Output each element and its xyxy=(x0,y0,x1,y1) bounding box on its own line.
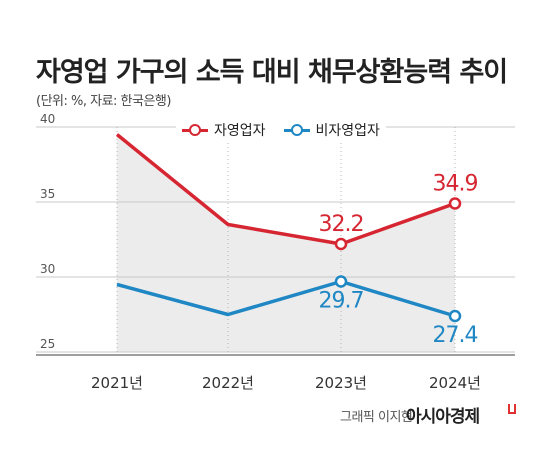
brand-mark-icon xyxy=(508,404,516,414)
y-tick-label: 35 xyxy=(40,187,55,201)
data-label-non-self-employed: 27.4 xyxy=(433,323,478,348)
data-label-non-self-employed: 29.7 xyxy=(319,289,364,314)
graphic-credit: 그래픽 이지현 xyxy=(340,410,413,425)
chart-title: 자영업 가구의 소득 대비 채무상환능력 추이 xyxy=(36,57,508,88)
chart-subtitle: (단위: %, 자료: 한국은행) xyxy=(36,94,171,109)
x-tick-label: 2022년 xyxy=(202,374,254,392)
data-point-self-employed xyxy=(448,197,462,210)
y-tick-label: 25 xyxy=(40,337,55,351)
series-line-self-employed xyxy=(115,133,456,246)
legend-item-non-self-employed: 비자영업자 xyxy=(283,120,380,140)
y-tick-label: 30 xyxy=(40,262,55,276)
data-point-non-self-employed xyxy=(448,309,462,323)
legend: 자영업자 비자영업자 xyxy=(176,118,386,142)
y-tick-label: 40 xyxy=(40,112,55,126)
shaded-area xyxy=(117,134,455,352)
x-tick-label: 2021년 xyxy=(91,374,143,392)
data-point-self-employed xyxy=(334,237,348,251)
legend-label-self-employed: 자영업자 xyxy=(214,123,266,139)
series-line-non-self-employed xyxy=(116,279,456,318)
legend-item-self-employed: 자영업자 xyxy=(182,120,266,140)
x-tick-label: 2024년 xyxy=(429,374,481,392)
data-point-non-self-employed xyxy=(334,275,348,288)
data-label-self-employed: 32.2 xyxy=(319,212,364,237)
legend-swatch-non-self-employed xyxy=(283,124,310,136)
legend-swatch-self-employed xyxy=(182,124,208,136)
brand-logo: 아시아경제 xyxy=(406,407,480,427)
x-tick-label: 2023년 xyxy=(315,374,367,392)
data-label-self-employed: 34.9 xyxy=(433,172,478,197)
legend-label-non-self-employed: 비자영업자 xyxy=(315,123,380,139)
